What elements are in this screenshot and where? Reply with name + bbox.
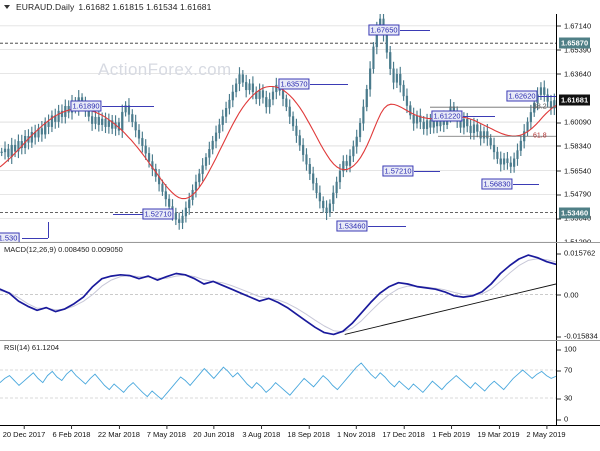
macd-legend: MACD(12,26,9) 0.008450 0.009050 xyxy=(4,245,123,254)
chart-header: EURAUD.Daily 1.61682 1.61815 1.61534 1.6… xyxy=(0,0,600,14)
annotation-leader-line xyxy=(367,226,406,227)
rsi-y-tick: 30 xyxy=(557,394,572,403)
price-y-tick: 1.56540 xyxy=(557,166,591,175)
date-tick-label: 1 Nov 2018 xyxy=(337,425,376,439)
price-y-tick: 1.63640 xyxy=(557,69,591,78)
date-tick-label: 19 Mar 2019 xyxy=(477,425,520,439)
fib-level-618: 61.8 xyxy=(533,132,547,140)
macd-y-tick: 0.00 xyxy=(557,290,579,299)
fib-level-382: 38.2 xyxy=(533,103,547,111)
date-tick-label: 2 May 2019 xyxy=(526,425,566,439)
macd-y-tick: 0.015762 xyxy=(557,249,595,258)
price-annotation-flag: 1.61890 xyxy=(70,100,102,112)
annotation-leader-line xyxy=(537,96,556,97)
date-tick-label: 7 May 2018 xyxy=(146,425,186,439)
chevron-down-icon[interactable] xyxy=(4,5,10,9)
price-annotation-flag: 1.63570 xyxy=(278,78,310,90)
price-y-axis: 1.67140 1.65390 1.63640 1.60090 1.58340 1.565… xyxy=(533,14,600,247)
symbol-label: EURAUD.Daily xyxy=(16,2,75,12)
price-y-tick: 1.65390 xyxy=(557,45,591,54)
macd-panel: MACD(12,26,9) 0.008450 0.009050 0.015762… xyxy=(0,242,600,341)
date-tick-container: 20 Dec 2017 6 Feb 2018 22 Mar 2018 7 May 20… xyxy=(0,425,566,451)
price-annotation-flag: 1.53460 xyxy=(336,220,368,232)
rsi-plot-area[interactable] xyxy=(0,341,556,425)
date-tick-label: 3 Aug 2018 xyxy=(242,425,281,439)
annotation-leader-line xyxy=(101,106,154,107)
rsi-y-tick: 0 xyxy=(557,415,568,424)
price-annotation-flag: 1.530 xyxy=(0,232,20,242)
current-price-label: 1.61681 xyxy=(559,94,591,106)
macd-svg xyxy=(0,254,556,336)
price-y-tick: 1.58340 xyxy=(557,141,591,150)
date-tick-label: 18 Sep 2018 xyxy=(287,425,330,439)
watermark: ActionForex.com xyxy=(98,60,232,79)
price-y-tick: 1.53040 xyxy=(557,214,591,223)
date-axis: 20 Dec 2017 6 Feb 2018 22 Mar 2018 7 May 20… xyxy=(0,425,600,450)
annotation-leader-line xyxy=(112,214,143,215)
price-svg xyxy=(0,14,556,242)
macd-plot-area[interactable] xyxy=(0,243,556,340)
date-tick-label: 20 Dec 2017 xyxy=(2,425,46,439)
price-plot-area[interactable]: 1.61890 1.52710 1.63570 1.53460 1.67650 1.572… xyxy=(0,14,556,242)
price-level-label-resistance: 1.65870 xyxy=(559,37,591,49)
annotation-leader-line xyxy=(413,171,440,172)
date-tick-label: 17 Dec 2018 xyxy=(382,425,425,439)
price-y-tick: 1.67140 xyxy=(557,21,591,30)
rsi-panel: RSI(14) 61.1204 100 70 30 0 xyxy=(0,340,600,425)
rsi-svg xyxy=(0,362,556,401)
macd-y-axis: 0.015762 0.00 -0.015834 xyxy=(556,243,600,341)
price-annotation-flag: 1.52710 xyxy=(142,208,174,220)
date-tick-label: 1 Feb 2019 xyxy=(432,425,471,439)
price-annotation-flag: 1.62620 xyxy=(506,90,538,102)
annotation-leader-line xyxy=(22,238,48,239)
annotation-leader-line xyxy=(512,184,539,185)
price-y-tick: 1.60090 xyxy=(557,118,591,127)
price-annotation-flag: 1.67650 xyxy=(368,24,400,36)
price-annotation-flag: 1.61220 xyxy=(431,110,463,122)
date-tick-label: 20 Jun 2018 xyxy=(193,425,235,439)
rsi-legend: RSI(14) 61.1204 xyxy=(4,343,60,352)
price-level-label-support: 1.53460 xyxy=(559,207,591,218)
date-tick-label: 6 Feb 2018 xyxy=(52,425,91,439)
price-annotation-flag: 1.57210 xyxy=(382,165,414,177)
macd-y-tick: -0.015834 xyxy=(557,332,598,341)
rsi-y-axis: 100 70 30 0 xyxy=(556,341,600,425)
date-tick-label: 22 Mar 2018 xyxy=(97,425,140,439)
annotation-leader-line xyxy=(399,30,430,31)
annotation-leader-line xyxy=(309,84,348,85)
rsi-y-tick: 100 xyxy=(557,345,577,354)
price-panel: 1.61890 1.52710 1.63570 1.53460 1.67650 1.572… xyxy=(0,14,600,247)
annotation-leader-line xyxy=(48,222,49,238)
price-annotation-flag: 1.56830 xyxy=(481,178,513,190)
annotation-leader-line xyxy=(462,116,495,117)
rsi-y-tick: 70 xyxy=(557,366,572,375)
price-y-tick: 1.54790 xyxy=(557,190,591,199)
ohlc-values: 1.61682 1.61815 1.61534 1.61681 xyxy=(78,2,212,12)
